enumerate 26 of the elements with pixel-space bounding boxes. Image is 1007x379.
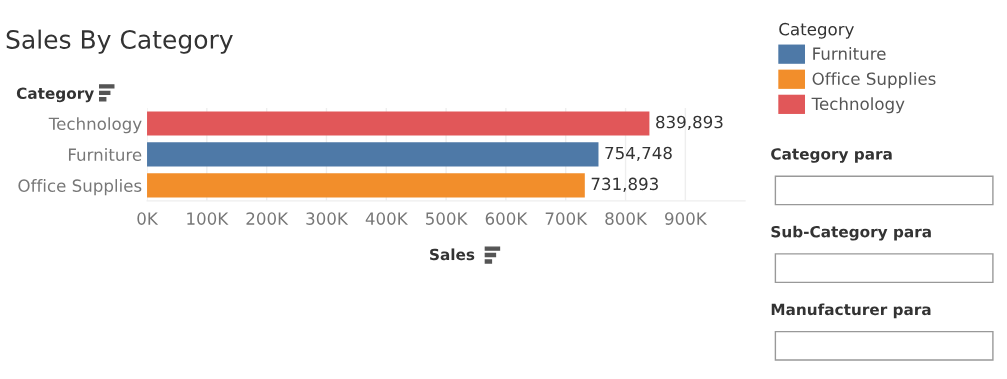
- text: Manufacturer para: [771, 303, 931, 319]
- data-label: 754,748: [605, 146, 672, 161]
- x-tick-label: 300K: [306, 212, 349, 225]
- legend-label: Office Supplies: [812, 72, 936, 89]
- data-label: 731,893: [591, 177, 658, 192]
- text: Category para: [771, 148, 892, 163]
- y-tick-label: Office Supplies: [18, 179, 142, 196]
- legend-label: Technology: [811, 97, 905, 114]
- x-tick-label: 400K: [365, 212, 408, 225]
- x-tick-label: 100K: [187, 212, 229, 225]
- legend-label: Furniture: [813, 47, 886, 60]
- x-tick-label: 0K: [137, 212, 159, 225]
- legend-title: Category: [779, 22, 854, 39]
- y-tick-label: Technology: [48, 117, 142, 134]
- text: Sub-Category para: [771, 225, 931, 241]
- x-tick-label: 800K: [605, 212, 648, 225]
- y-tick-label: Furniture: [68, 148, 142, 162]
- y-axis-title: Category: [16, 87, 94, 103]
- x-tick-label: 600K: [485, 212, 528, 225]
- chart-title: Sales By Category: [6, 29, 233, 54]
- x-tick-label: 700K: [545, 212, 588, 225]
- x-tick-label: 200K: [246, 212, 289, 225]
- x-tick-label: 900K: [665, 212, 708, 225]
- x-tick-label: 500K: [426, 212, 468, 225]
- data-label: 839,893: [656, 115, 723, 131]
- x-axis-title: Sales: [430, 248, 475, 261]
